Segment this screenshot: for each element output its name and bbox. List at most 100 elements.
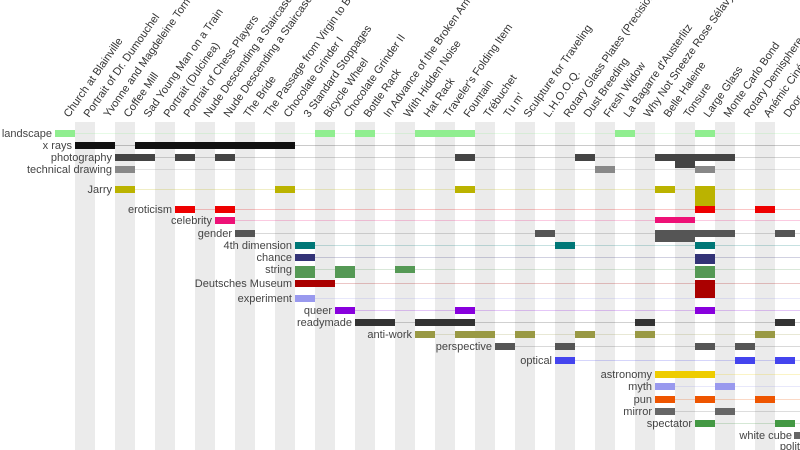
column-stripe (555, 122, 575, 450)
matrix-cell (335, 266, 355, 278)
matrix-cell (675, 154, 695, 168)
matrix-cell (95, 142, 115, 149)
matrix-cell (195, 142, 215, 149)
matrix-cell (135, 154, 155, 161)
row-label: experiment (238, 293, 292, 305)
column-stripe (435, 122, 455, 450)
matrix-cell (295, 242, 315, 249)
matrix-cell (275, 142, 295, 149)
matrix-cell (775, 420, 795, 427)
matrix-cell (415, 130, 435, 137)
column-stripe (755, 122, 775, 450)
column-stripe (595, 122, 615, 450)
column-stripe (675, 122, 695, 450)
matrix-cell (375, 319, 395, 326)
row-label: queer (304, 305, 332, 317)
matrix-cell (695, 420, 715, 427)
matrix-cell (695, 343, 715, 350)
matrix-cell (315, 280, 335, 287)
row-label: mirror (623, 406, 652, 418)
row-label: photography (51, 152, 113, 164)
matrix-cell (695, 254, 715, 264)
matrix-cell (655, 186, 675, 193)
matrix-cell (735, 357, 755, 364)
matrix-cell (235, 142, 255, 149)
matrix-cell (555, 343, 575, 350)
matrix-cell (435, 319, 455, 326)
row-label: eroticism (128, 204, 172, 216)
matrix-cell (335, 307, 355, 314)
matrix-cell (135, 142, 155, 149)
matrix-cell (115, 186, 135, 193)
row-label: polit (780, 441, 800, 450)
matrix-cell (655, 383, 675, 390)
row-label: anti-work (367, 329, 412, 341)
matrix-cell (695, 396, 715, 403)
matrix-cell (215, 154, 235, 161)
row-label: myth (628, 381, 652, 393)
matrix-cell (655, 408, 675, 415)
column-stripe (115, 122, 135, 450)
matrix-cell (175, 154, 195, 161)
matrix-cell (415, 331, 435, 338)
matrix-cell (655, 217, 675, 223)
matrix-cell (315, 130, 335, 137)
matrix-cell (675, 217, 695, 223)
matrix-cell (695, 186, 715, 212)
column-stripe (715, 122, 735, 450)
matrix-cell (495, 343, 515, 350)
matrix-cell (695, 280, 715, 298)
row-label: 4th dimension (224, 240, 293, 252)
matrix-cell (655, 154, 675, 161)
matrix-cell (675, 371, 695, 378)
column-stripe (75, 122, 95, 450)
row-label: Jarry (88, 184, 113, 196)
column-stripe (355, 122, 375, 450)
row-label: optical (520, 355, 552, 367)
matrix-cell (175, 206, 195, 213)
matrix-cell (415, 319, 435, 326)
column-stripe (155, 122, 175, 450)
matrix-cell (215, 142, 235, 149)
matrix-cell (295, 280, 315, 287)
matrix-cell (475, 331, 495, 338)
column-stripe (395, 122, 415, 450)
matrix-cell (55, 130, 75, 137)
matrix-cell (115, 166, 135, 173)
matrix-cell (655, 230, 675, 242)
matrix-cell (715, 154, 735, 161)
matrix-cell (755, 206, 775, 213)
matrix-cell (575, 154, 595, 161)
matrix-cell (695, 206, 715, 213)
matrix-cell (775, 230, 795, 237)
column-stripe (475, 122, 495, 450)
row-label: celebrity (171, 215, 212, 227)
matrix-cell (755, 396, 775, 403)
column-stripe (515, 122, 535, 450)
matrix-cell (715, 408, 735, 415)
matrix-cell (115, 154, 135, 161)
matrix-cell (595, 166, 615, 173)
column-stripe (235, 122, 255, 450)
matrix-cell (695, 154, 715, 161)
column-stripes (75, 122, 775, 450)
row-label: astronomy (601, 369, 653, 381)
matrix-cell (555, 242, 575, 249)
row-label: spectator (647, 418, 693, 430)
matrix-cell (655, 396, 675, 403)
matrix-cell (695, 371, 715, 378)
matrix-cell (255, 142, 275, 149)
matrix-cell (695, 242, 715, 249)
matrix-cell (775, 319, 795, 326)
matrix-cell (515, 331, 535, 338)
matrix-cell (615, 130, 635, 137)
matrix-cell (155, 142, 175, 149)
column-stripe (275, 122, 295, 450)
matrix-cell (435, 130, 455, 137)
matrix-cell (455, 186, 475, 193)
matrix-cell (695, 166, 715, 173)
matrix-cell (735, 343, 755, 350)
row-label: gender (198, 228, 233, 240)
